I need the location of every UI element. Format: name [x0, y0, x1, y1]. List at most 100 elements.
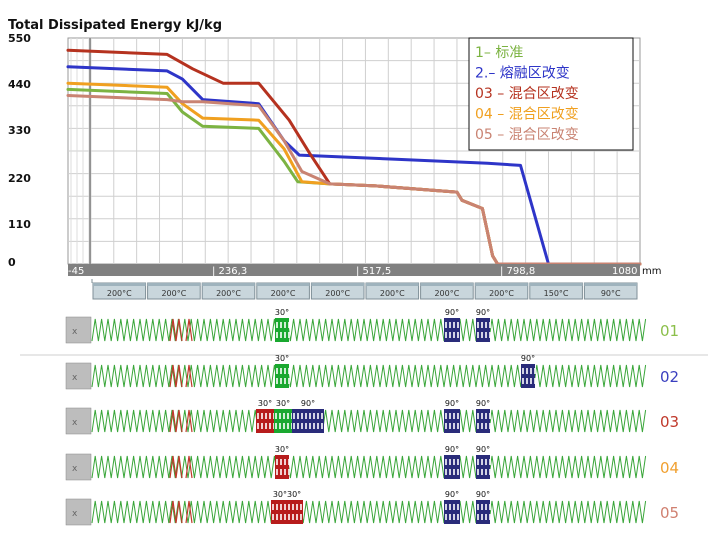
screw-row-01: x 30° 90° 90° 01 — [65, 308, 679, 344]
x-tick-label: 1080 — [612, 266, 637, 277]
temp-zone-label: 200°C — [380, 289, 405, 298]
x-axis-bar — [68, 264, 640, 276]
kneading-angle-label: 90° — [476, 399, 490, 408]
reverse-element — [169, 455, 183, 479]
kneading-block: 90° — [521, 354, 536, 388]
y-tick-label: 220 — [8, 172, 31, 185]
temp-zone-label: 90°C — [601, 289, 621, 298]
screw-feed-label: x — [72, 373, 78, 383]
screw-feed-block — [65, 362, 92, 390]
kneading-angle-label: 90° — [445, 490, 459, 499]
kneading-block: 30° — [275, 354, 290, 388]
temp-zone: 200°C — [147, 282, 201, 300]
temp-zone-label: 200°C — [489, 289, 514, 298]
temp-zone-label: 150°C — [544, 289, 569, 298]
row-label: 01 — [660, 322, 679, 340]
temp-zone: 200°C — [420, 282, 474, 300]
kneading-block: 90° — [476, 399, 491, 433]
temp-zone: 200°C — [365, 282, 420, 300]
reverse-element — [169, 318, 183, 342]
reverse-element — [169, 500, 183, 524]
reverse-element — [185, 409, 193, 433]
kneading-block: 90° — [444, 308, 460, 342]
temp-zone-label: 200°C — [434, 289, 459, 298]
screw-feed-label: x — [72, 418, 78, 428]
kneading-block: 30° — [256, 399, 275, 433]
legend: 1– 标准 2.– 熔融区改变 03 – 混合区改变 04 – 混合区改变 05 – 混… — [468, 37, 634, 151]
kneading-angle-label: 90° — [521, 354, 535, 363]
temperature-zones: 200°C 200°C 200°C 200°C 200°C 200°C 200°C 200°C… — [91, 279, 638, 300]
kneading-angle-label: 30° — [258, 399, 272, 408]
kneading-block: 90° — [476, 308, 491, 342]
kneading-block: 90° — [444, 490, 460, 524]
temp-zone: 200°C — [474, 282, 529, 300]
kneading-angle-label: 90° — [476, 445, 490, 454]
kneading-angle-label: 90° — [301, 399, 315, 408]
x-axis: -45 | 236,3 | 517,5 | 798,8 1080 mm — [68, 264, 661, 277]
y-tick-label: 110 — [8, 218, 31, 231]
screw-row-03: x 30° 30° 90° 90° 90° 03 — [65, 399, 679, 435]
screw-flights — [91, 318, 647, 342]
x-unit-label: mm — [642, 266, 661, 277]
legend-entry-2: 2.– 熔融区改变 — [475, 66, 570, 82]
screw-flights — [91, 364, 647, 388]
temp-zone: 200°C — [92, 282, 147, 300]
kneading-block: 30° — [274, 399, 293, 433]
screw-row-05: x 30°30° 90° 90° 05 — [65, 490, 679, 526]
kneading-block: 30° — [275, 308, 290, 342]
x-tick-label: | 236,3 — [212, 266, 247, 277]
kneading-block: 30° — [275, 445, 290, 479]
screw-flights — [91, 409, 647, 433]
kneading-block: 90° — [444, 445, 460, 479]
screw-feed-label: x — [72, 464, 78, 474]
temp-zone-label: 200°C — [216, 289, 241, 298]
row-label: 05 — [660, 504, 679, 522]
legend-entry-4: 04 – 混合区改变 — [475, 107, 579, 123]
legend-entry-1: 1– 标准 — [475, 45, 523, 61]
legend-entry-3: 03 – 混合区改变 — [475, 86, 579, 102]
temp-zone: 90°C — [583, 282, 638, 300]
series-line-5 — [66, 94, 642, 266]
reverse-element — [185, 455, 193, 479]
reverse-element — [169, 364, 183, 388]
kneading-angle-label: 90° — [445, 308, 459, 317]
kneading-angle-label: 30°30° — [273, 490, 301, 499]
screw-feed-block — [65, 316, 92, 344]
reverse-element — [185, 364, 193, 388]
kneading-angle-label: 30° — [276, 399, 290, 408]
chart-title: Total Dissipated Energy kJ/kg — [8, 18, 222, 33]
screw-flights — [91, 455, 647, 479]
reverse-element — [185, 318, 193, 342]
temp-zone: 200°C — [256, 282, 310, 300]
row-label: 04 — [660, 459, 679, 477]
screw-feed-block — [65, 498, 92, 526]
reverse-element — [185, 500, 193, 524]
legend-box — [468, 37, 634, 151]
kneading-angle-label: 30° — [275, 308, 289, 317]
y-tick-label: 330 — [8, 124, 31, 137]
screw-feed-label: x — [72, 509, 78, 519]
row-label: 03 — [660, 413, 679, 431]
kneading-block: 90° — [476, 445, 491, 479]
screw-feed-label: x — [72, 327, 78, 337]
y-tick-label: 550 — [8, 32, 31, 45]
kneading-angle-label: 30° — [275, 354, 289, 363]
y-axis: 550 440 330 220 110 0 — [8, 32, 31, 269]
screw-feed-block — [65, 407, 92, 435]
kneading-block: 90° — [292, 399, 324, 433]
screw-feed-block — [65, 453, 92, 481]
kneading-block: 90° — [476, 490, 491, 524]
series-group — [66, 48, 642, 266]
kneading-angle-label: 90° — [445, 399, 459, 408]
y-tick-label: 0 — [8, 256, 16, 269]
temp-zone-label: 200°C — [325, 289, 350, 298]
screw-row-02: x 30° 90° 02 — [20, 354, 708, 390]
legend-entry-5: 05 – 混合区改变 — [475, 127, 579, 143]
x-tick-label: | 517,5 — [356, 266, 391, 277]
screw-flights — [91, 500, 647, 524]
series-line-2 — [66, 65, 642, 266]
x-tick-label: | 798,8 — [500, 266, 535, 277]
temp-zone: 200°C — [201, 282, 256, 300]
